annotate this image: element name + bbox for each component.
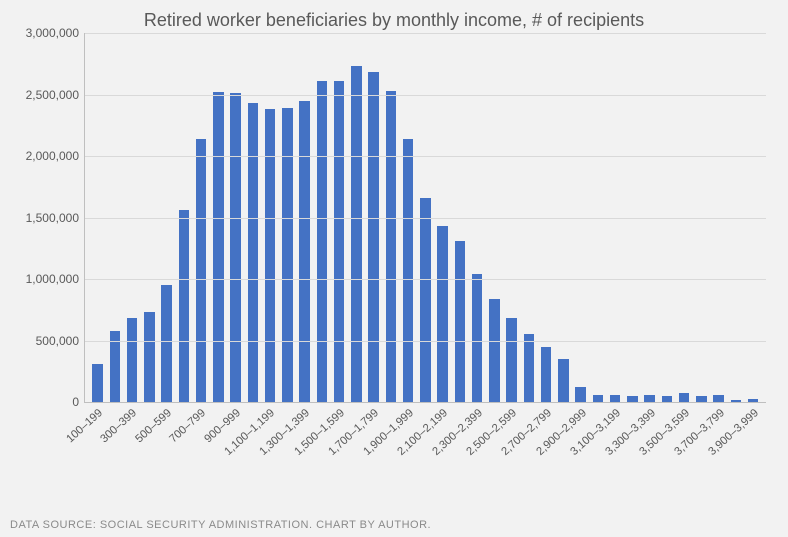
bar [713, 395, 724, 402]
x-label-slot: 100–199 [88, 403, 105, 515]
bar [179, 210, 190, 402]
y-tick-label: 2,500,000 [26, 88, 85, 102]
bar [627, 396, 638, 402]
gridline [85, 341, 766, 342]
x-label-slot: 1,100–1,199 [261, 403, 278, 515]
data-source-caption: DATA SOURCE: SOCIAL SECURITY ADMINISTRAT… [10, 519, 431, 531]
bar [334, 81, 345, 402]
x-label-slot: 1,900–1,999 [399, 403, 416, 515]
x-label-slot: 700–799 [192, 403, 209, 515]
bar [127, 318, 138, 402]
y-tick-label: 3,000,000 [26, 26, 85, 40]
bar [472, 274, 483, 402]
chart-card: Retired worker beneficiaries by monthly … [12, 8, 776, 513]
x-label-slot: 500–599 [157, 403, 174, 515]
y-tick-label: 1,000,000 [26, 272, 85, 286]
bar [506, 318, 517, 402]
bar [679, 393, 690, 402]
x-label-slot: 3,900–3,999 [745, 403, 762, 515]
bar [575, 387, 586, 402]
y-tick-label: 500,000 [36, 334, 85, 348]
x-label-slot: 300–399 [123, 403, 140, 515]
x-axis-labels: 100–199 300–399 500–599 700–799 900–999 1,100… [84, 403, 766, 515]
bar [386, 91, 397, 402]
x-label-slot: 2,100–2,199 [434, 403, 451, 515]
bar [248, 103, 259, 402]
bar [299, 101, 310, 402]
x-label-slot: 2,700–2,799 [537, 403, 554, 515]
x-label-slot: 900–999 [226, 403, 243, 515]
bar [455, 241, 466, 402]
bar [610, 395, 621, 402]
bar [593, 395, 604, 402]
x-label-slot: 3,700–3,799 [710, 403, 727, 515]
bar [644, 395, 655, 402]
bar [368, 72, 379, 402]
bar [144, 312, 155, 402]
bar [524, 334, 535, 402]
bar [558, 359, 569, 402]
bar [662, 396, 673, 402]
x-tick-label: 100–199 [64, 407, 105, 445]
plot-area: 0500,0001,000,0001,500,0002,000,0002,500… [84, 33, 766, 403]
x-label-slot: 3,500–3,599 [676, 403, 693, 515]
bar [92, 364, 103, 402]
bar [351, 66, 362, 402]
bar [282, 108, 293, 402]
chart-title: Retired worker beneficiaries by monthly … [12, 8, 776, 33]
bar [420, 198, 431, 402]
x-label-slot: 2,900–2,999 [572, 403, 589, 515]
x-label-slot: 1,700–1,799 [365, 403, 382, 515]
bar [317, 81, 328, 402]
bar [489, 299, 500, 402]
bar [230, 93, 241, 402]
bar [696, 396, 707, 402]
bar [731, 400, 742, 402]
y-tick-label: 1,500,000 [26, 211, 85, 225]
bar [213, 92, 224, 402]
x-label-slot: 2,500–2,599 [503, 403, 520, 515]
gridline [85, 33, 766, 34]
bar [403, 139, 414, 402]
x-label-slot: 3,300–3,399 [641, 403, 658, 515]
y-tick-label: 2,000,000 [26, 149, 85, 163]
bar [748, 399, 759, 402]
gridline [85, 156, 766, 157]
chart-container: Retired worker beneficiaries by monthly … [0, 0, 788, 537]
bar [437, 226, 448, 402]
x-label-slot: 1,500–1,599 [330, 403, 347, 515]
bar [196, 139, 207, 402]
gridline [85, 95, 766, 96]
x-label-slot: 1,300–1,399 [295, 403, 312, 515]
gridline [85, 218, 766, 219]
bar [161, 285, 172, 402]
x-label-slot: 3,100–3,199 [606, 403, 623, 515]
x-label-slot: 2,300–2,399 [468, 403, 485, 515]
bar [265, 109, 276, 402]
gridline [85, 279, 766, 280]
bar [541, 347, 552, 402]
